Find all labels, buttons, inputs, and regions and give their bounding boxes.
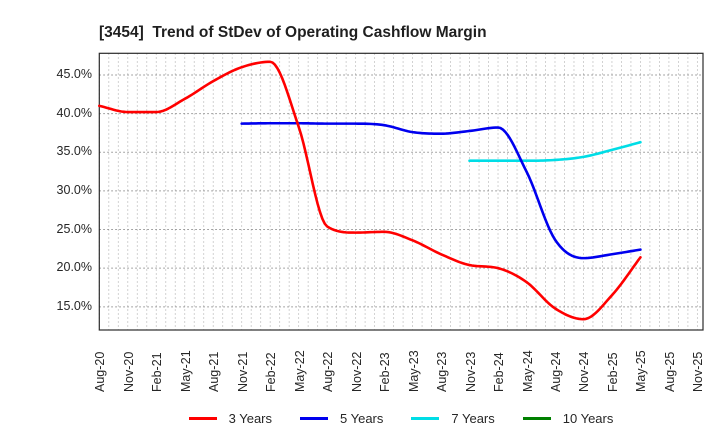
x-tick-label: Aug-24 [548, 351, 563, 392]
legend-item-7-years: 7 Years [411, 410, 495, 426]
legend-line-swatch [300, 416, 328, 420]
legend-line-swatch [522, 416, 551, 420]
x-tick-label: May-24 [520, 350, 535, 392]
x-tick-label: Nov-21 [235, 351, 250, 392]
legend-item-5-years: 5 Years [300, 411, 383, 426]
x-tick-label: Feb-23 [378, 352, 393, 392]
y-tick-label: 25.0% [56, 221, 92, 236]
x-tick-label: May-23 [406, 350, 421, 392]
x-tick-label: Aug-25 [662, 351, 677, 392]
x-tick-label: Feb-25 [605, 352, 620, 392]
y-tick-label: 30.0% [56, 182, 92, 197]
y-tick-label: 45.0% [56, 66, 92, 81]
x-tick-label: Aug-23 [435, 351, 450, 392]
x-tick-label: Feb-22 [264, 352, 279, 392]
legend-item-3-years: 3 Years [188, 410, 272, 426]
legend-label: 10 Years [562, 410, 614, 426]
y-tick-label: 35.0% [56, 144, 92, 159]
x-tick-label: May-25 [634, 350, 649, 392]
y-tick-label: 15.0% [56, 298, 92, 313]
x-tick-label: Feb-21 [150, 352, 165, 392]
legend-item-10-years: 10 Years [522, 410, 614, 426]
x-tick-label: Aug-20 [93, 351, 108, 392]
y-tick-label: 20.0% [56, 260, 92, 275]
legend-label: 3 Years [228, 410, 272, 426]
x-tick-label: Nov-20 [121, 351, 136, 392]
x-tick-label: Aug-22 [321, 351, 336, 392]
legend: 3 Years 5 Years 7 Years 10 Years [99, 403, 703, 433]
x-tick-label: Nov-22 [349, 351, 364, 392]
x-tick-label: May-21 [178, 350, 193, 392]
y-tick-label: 40.0% [56, 105, 92, 120]
legend-label: 7 Years [451, 410, 495, 426]
x-tick-label: Nov-24 [577, 351, 592, 392]
legend-label: 5 Years [340, 410, 384, 426]
legend-line-swatch [188, 416, 217, 420]
x-tick-label: Feb-24 [492, 352, 507, 392]
x-tick-label: Aug-21 [207, 351, 222, 392]
x-tick-label: May-22 [292, 350, 307, 392]
x-tick-label: Nov-23 [463, 351, 478, 392]
x-tick-label: Nov-25 [691, 351, 706, 392]
legend-line-swatch [411, 416, 440, 420]
